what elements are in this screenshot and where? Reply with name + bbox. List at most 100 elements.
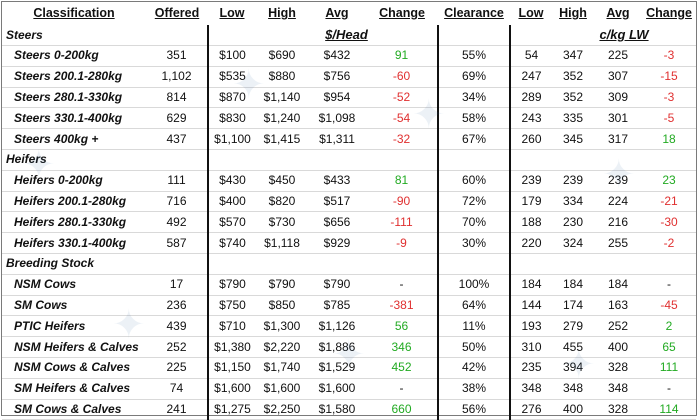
cell-high: $1,415 bbox=[263, 131, 301, 146]
cell-high: $2,220 bbox=[263, 339, 301, 354]
row-name: Steers 330.1-400kg bbox=[14, 110, 123, 125]
cell-avg: $756 bbox=[323, 69, 351, 84]
cell-offered: 814 bbox=[166, 89, 187, 104]
cell-high-lw: 352 bbox=[562, 89, 584, 104]
cell-change-lw: 23 bbox=[662, 173, 676, 188]
cell-avg-lw: 216 bbox=[607, 214, 629, 229]
table-row: Steers 330.1-400kg 629 $830 $1,240 $1,09… bbox=[2, 107, 696, 129]
cell-high-lw: 335 bbox=[562, 110, 584, 125]
cell-clearance: 30% bbox=[461, 235, 487, 250]
cell-avg-lw: 328 bbox=[607, 401, 629, 416]
cell-avg-lw: 307 bbox=[607, 69, 629, 84]
cell-offered: 716 bbox=[166, 193, 187, 208]
cell-low-lw: 247 bbox=[509, 66, 552, 88]
cell-low: $100 bbox=[207, 45, 256, 67]
cell-clearance: 50% bbox=[461, 339, 487, 354]
cell-low-lw: 260 bbox=[509, 128, 552, 150]
table-row: NSM Cows & Calves 225 $1,150 $1,740 $1,5… bbox=[2, 357, 696, 379]
cell-low-lw: 179 bbox=[509, 191, 552, 212]
cell-clearance: 58% bbox=[461, 110, 487, 125]
cell-low-lw: 144 bbox=[509, 295, 552, 316]
cell-high: $450 bbox=[268, 173, 296, 188]
row-name: Heifers 200.1-280kg bbox=[14, 193, 127, 208]
cell-avg: $1,529 bbox=[318, 360, 356, 375]
cell-clearance: 72% bbox=[461, 193, 487, 208]
col-clearance: Clearance bbox=[444, 6, 504, 20]
cell-low: $1,380 bbox=[207, 336, 256, 358]
col-classification: Classification bbox=[33, 6, 115, 20]
cell-high: $1,140 bbox=[263, 89, 301, 104]
cell-avg: $954 bbox=[323, 89, 351, 104]
cell-avg-lw: 239 bbox=[607, 173, 629, 188]
cell-offered: 439 bbox=[166, 318, 187, 333]
cell-change-lw: -3 bbox=[663, 89, 675, 104]
cell-change: -111 bbox=[366, 211, 439, 233]
cell-high: $1,740 bbox=[263, 360, 301, 375]
cell-low: $430 bbox=[207, 170, 256, 192]
cell-offered: 236 bbox=[166, 297, 187, 312]
cell-change-lw: -30 bbox=[660, 214, 678, 229]
cell-avg-lw: 328 bbox=[607, 360, 629, 375]
table-row: Steers 280.1-330kg 814 $870 $1,140 $954 … bbox=[2, 87, 696, 108]
cell-high-lw: 455 bbox=[562, 339, 584, 354]
cell-change: -54 bbox=[366, 107, 439, 129]
cell-high: $1,118 bbox=[264, 235, 300, 250]
cell-clearance: 67% bbox=[461, 131, 487, 146]
cell-avg: $1,886 bbox=[318, 339, 356, 354]
col-low: Low bbox=[219, 6, 245, 20]
cell-avg: $785 bbox=[323, 297, 351, 312]
cell-change: - bbox=[366, 378, 439, 400]
cell-avg-lw: 255 bbox=[607, 235, 629, 250]
cell-change-lw: 2 bbox=[665, 318, 673, 333]
cell-clearance: 60% bbox=[461, 173, 487, 188]
cell-offered: 241 bbox=[166, 401, 187, 416]
cell-change-lw: -2 bbox=[663, 235, 675, 250]
cell-offered: 111 bbox=[167, 173, 186, 188]
cell-high-lw: 324 bbox=[562, 235, 584, 250]
cell-low-lw: 289 bbox=[509, 87, 552, 108]
cell-high-lw: 400 bbox=[562, 401, 584, 416]
cell-low-lw: 310 bbox=[509, 336, 552, 358]
cell-high-lw: 230 bbox=[562, 214, 584, 229]
cell-avg-lw: 301 bbox=[607, 110, 629, 125]
row-name: NSM Cows bbox=[14, 277, 77, 292]
cell-high: $790 bbox=[268, 277, 296, 292]
cell-low: $790 bbox=[207, 274, 256, 296]
cell-offered: 225 bbox=[166, 360, 187, 375]
cell-change-lw: -45 bbox=[660, 297, 678, 312]
cell-low-lw: 193 bbox=[509, 315, 552, 337]
cell-offered: 351 bbox=[166, 48, 187, 63]
col-low-lw: Low bbox=[518, 6, 544, 20]
table-row: Heifers 280.1-330kg 492 $570 $730 $656 -… bbox=[2, 211, 696, 233]
cell-clearance: 64% bbox=[461, 297, 487, 312]
section-label: Steers bbox=[6, 27, 43, 42]
cell-clearance: 34% bbox=[461, 89, 487, 104]
cell-low: $830 bbox=[207, 107, 256, 129]
cell-change: -9 bbox=[366, 232, 439, 254]
cell-offered: 17 bbox=[169, 277, 184, 292]
cell-high: $2,250 bbox=[263, 401, 301, 416]
cell-change: 452 bbox=[366, 357, 439, 379]
cell-high-lw: 345 bbox=[562, 131, 584, 146]
cell-high-lw: 334 bbox=[562, 193, 584, 208]
row-name: NSM Cows & Calves bbox=[14, 360, 131, 375]
cell-avg: $1,126 bbox=[318, 318, 356, 333]
cell-avg-lw: 184 bbox=[607, 277, 629, 292]
cell-low: $870 bbox=[207, 87, 256, 108]
cell-low-lw: 243 bbox=[509, 107, 552, 129]
cell-change: 346 bbox=[366, 336, 439, 358]
table-row: Heifers 0-200kg 111 $430 $450 $433 81 60… bbox=[2, 170, 696, 192]
cell-offered: 629 bbox=[166, 110, 187, 125]
cell-high-lw: 348 bbox=[562, 381, 584, 396]
cell-change-lw: -5 bbox=[663, 110, 675, 125]
cell-clearance: 42% bbox=[461, 360, 487, 375]
col-avg-lw: Avg bbox=[606, 6, 630, 20]
row-name: Steers 400kg + bbox=[14, 131, 99, 146]
cell-high-lw: 279 bbox=[562, 318, 584, 333]
row-name: Heifers 0-200kg bbox=[14, 173, 103, 188]
cell-clearance: 55% bbox=[461, 48, 487, 63]
cell-avg-lw: 317 bbox=[607, 131, 629, 146]
section-label: Breeding Stock bbox=[6, 256, 95, 271]
cell-low: $1,150 bbox=[207, 357, 256, 379]
table-row: Steers 200.1-280kg 1,102 $535 $880 $756 … bbox=[2, 66, 696, 88]
